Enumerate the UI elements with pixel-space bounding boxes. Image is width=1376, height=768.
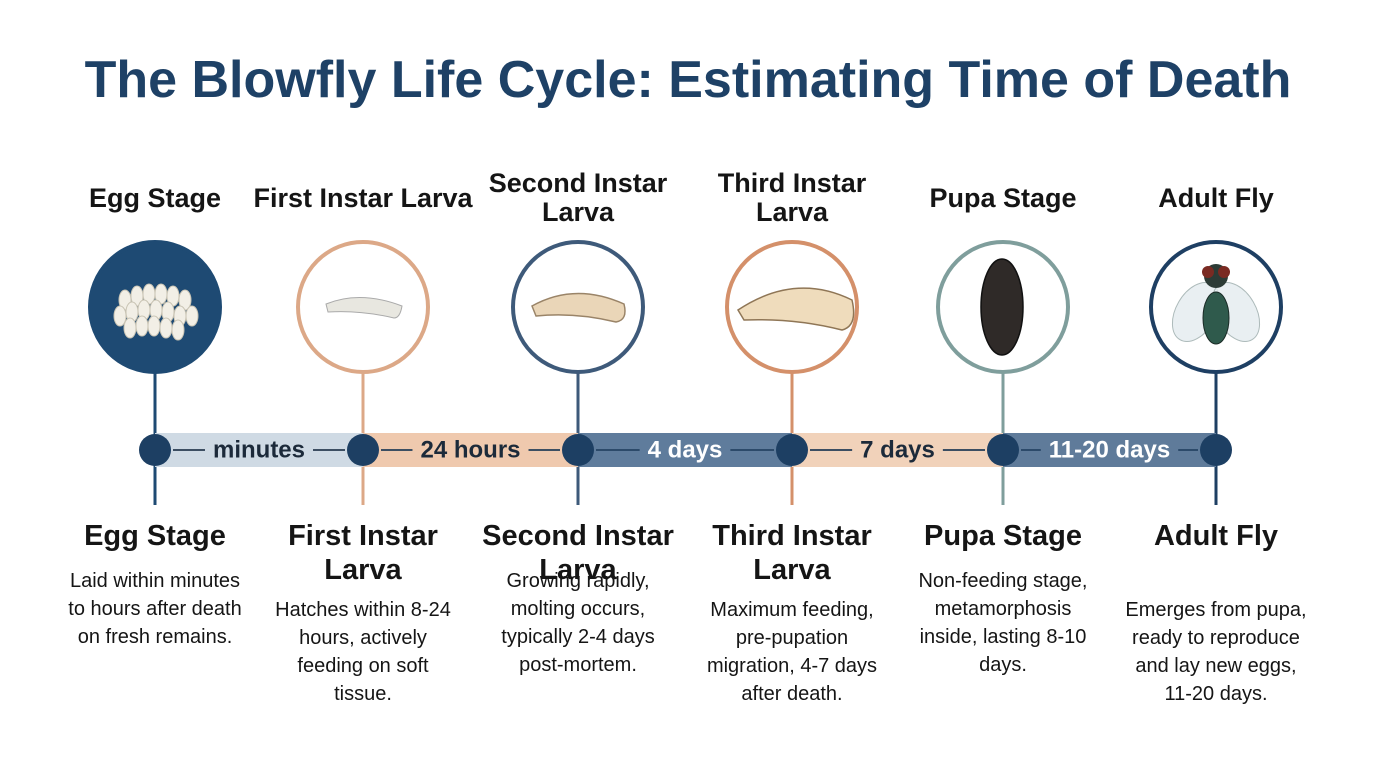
stage-name: Adult Fly — [1153, 520, 1279, 552]
stage-name: Egg Stage — [84, 520, 226, 552]
stage-title: First Instar Larva — [253, 182, 473, 213]
stage-title: Adult Fly — [1158, 182, 1274, 213]
interval-label: minutes — [213, 436, 305, 463]
stage-title: Third Instar Larva — [717, 168, 867, 227]
stage-description: Laid within minutes to hours after death… — [68, 570, 242, 648]
stage-title: Pupa Stage — [929, 182, 1077, 213]
stage-name: Pupa Stage — [924, 520, 1082, 552]
stage-name: First Instar Larva — [288, 520, 438, 586]
stage-name: Second Instar Larva — [482, 520, 674, 586]
timeline-node — [776, 434, 808, 466]
stage-title: Egg Stage — [88, 182, 222, 213]
larva-2-illustration — [531, 292, 626, 323]
timeline-node — [1200, 434, 1232, 466]
stage-description: Hatches within 8-24 hours, actively feed… — [275, 599, 451, 705]
larva-3-illustration — [736, 287, 855, 331]
interval-label: 7 days — [860, 436, 935, 463]
stage-description: Maximum feeding, pre-pupation migration,… — [706, 599, 878, 705]
timeline-node — [562, 434, 594, 466]
interval-label: 11-20 days — [1049, 436, 1170, 463]
interval-label: 4 days — [648, 436, 723, 463]
timeline-node — [987, 434, 1019, 466]
stage-description: Emerges from pupa, ready to reproduce an… — [1125, 599, 1307, 705]
pupa-illustration — [980, 258, 1024, 356]
fly-illustration — [1171, 264, 1261, 345]
stage-title: Second Instar Larva — [488, 168, 668, 227]
stage-description: Non-feeding stage, metamorphosis inside,… — [918, 570, 1088, 676]
title: The Blowfly Life Cycle: Estimating Time … — [84, 51, 1292, 109]
stage-description: Growing rapidly, molting occurs, typical… — [501, 570, 655, 676]
egg-illustration — [113, 283, 199, 341]
larva-1-illustration — [325, 296, 403, 319]
stage-name: Third Instar Larva — [712, 520, 872, 586]
timeline-node — [139, 434, 171, 466]
timeline-node — [347, 434, 379, 466]
interval-label: 24 hours — [420, 436, 520, 463]
